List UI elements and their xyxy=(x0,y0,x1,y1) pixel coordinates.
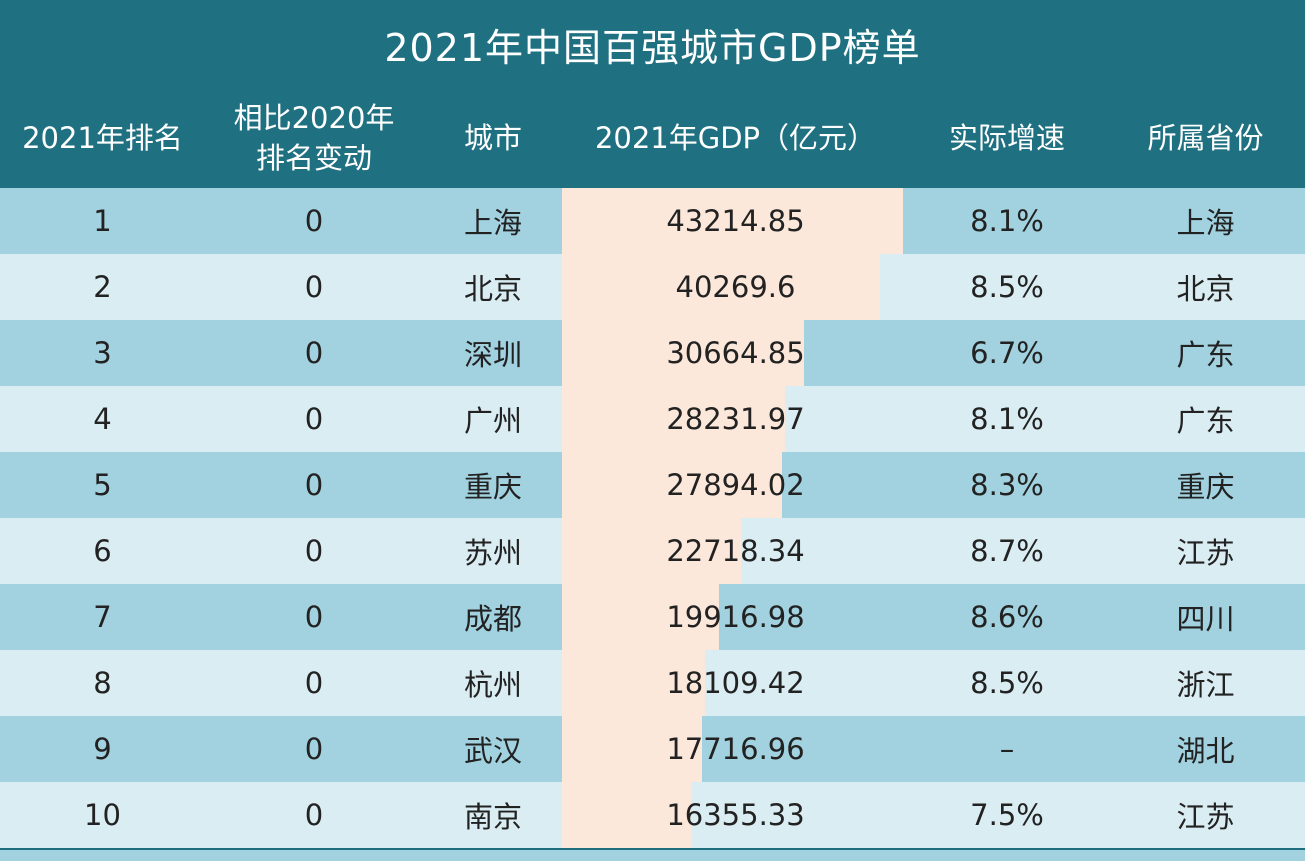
table-row: 1 0 上海 43214.85 8.1% 上海 xyxy=(0,188,1305,254)
cell-rank-change: 0 xyxy=(304,666,324,700)
cell-city: 武汉 xyxy=(463,734,522,768)
header-rank: 2021年排名 xyxy=(22,121,183,155)
header-gdp: 2021年GDP（亿元） xyxy=(594,121,877,155)
cell-gdp: 18109.42 xyxy=(666,666,805,700)
cell-rank: 8 xyxy=(93,666,112,700)
cell-city: 深圳 xyxy=(463,338,522,372)
cell-rank: 7 xyxy=(93,600,112,634)
table-row: 2 0 北京 40269.6 8.5% 北京 xyxy=(0,254,1305,320)
cell-gdp: 43214.85 xyxy=(666,204,805,238)
cell-city: 广州 xyxy=(463,404,522,438)
table-row: 6 0 苏州 22718.34 8.7% 江苏 xyxy=(0,518,1305,584)
cell-growth: 8.5% xyxy=(970,666,1044,700)
cell-rank: 10 xyxy=(84,798,121,832)
gdp-bar xyxy=(562,518,741,584)
header-growth: 实际增速 xyxy=(948,121,1065,155)
gdp-bar xyxy=(562,188,903,254)
cell-growth: 8.6% xyxy=(970,600,1044,634)
cell-rank: 2 xyxy=(93,270,112,304)
cell-growth: 6.7% xyxy=(970,336,1044,370)
cell-rank: 1 xyxy=(93,204,112,238)
cell-rank: 4 xyxy=(93,402,112,436)
cell-province: 重庆 xyxy=(1176,470,1235,504)
cell-gdp: 19916.98 xyxy=(666,600,805,634)
gdp-bar xyxy=(562,650,705,716)
cell-province: 广东 xyxy=(1176,404,1235,438)
cell-province: 浙江 xyxy=(1176,668,1235,702)
table-row: 4 0 广州 28231.97 8.1% 广东 xyxy=(0,386,1305,452)
cell-rank-change: 0 xyxy=(304,270,324,304)
cell-city: 南京 xyxy=(463,800,522,834)
cell-rank-change: 0 xyxy=(304,204,324,238)
cell-rank-change: 0 xyxy=(304,468,324,502)
cell-rank-change: 0 xyxy=(304,732,324,766)
cell-province: 江苏 xyxy=(1176,536,1235,570)
cell-gdp: 16355.33 xyxy=(666,798,805,832)
gdp-bar xyxy=(562,782,691,848)
cell-city: 苏州 xyxy=(463,536,522,570)
cell-province: 湖北 xyxy=(1176,734,1235,768)
cell-rank: 9 xyxy=(93,732,112,766)
cell-growth: 7.5% xyxy=(970,798,1044,832)
table-row: 7 0 成都 19916.98 8.6% 四川 xyxy=(0,584,1305,650)
cell-gdp: 40269.6 xyxy=(675,270,796,304)
table-row-partial xyxy=(0,850,1305,861)
cell-province: 广东 xyxy=(1176,338,1235,372)
cell-gdp: 17716.96 xyxy=(666,732,805,766)
header-province: 所属省份 xyxy=(1147,121,1264,155)
cell-province: 上海 xyxy=(1176,206,1235,240)
cell-growth: – xyxy=(999,732,1015,766)
cell-rank: 3 xyxy=(93,336,112,370)
table-row: 8 0 杭州 18109.42 8.5% 浙江 xyxy=(0,650,1305,716)
gdp-bar xyxy=(562,584,719,650)
table-row: 10 0 南京 16355.33 7.5% 江苏 xyxy=(0,782,1305,848)
table-header: 2021年排名 相比2020年 排名变动 城市 2021年GDP（亿元） 实际增… xyxy=(0,88,1305,188)
cell-city: 成都 xyxy=(463,602,522,636)
table-row: 9 0 武汉 17716.96 – 湖北 xyxy=(0,716,1305,782)
table-row: 5 0 重庆 27894.02 8.3% 重庆 xyxy=(0,452,1305,518)
cell-growth: 8.7% xyxy=(970,534,1044,568)
cell-gdp: 30664.85 xyxy=(666,336,805,370)
gdp-bar xyxy=(562,452,782,518)
cell-city: 杭州 xyxy=(463,668,522,702)
cell-province: 四川 xyxy=(1176,602,1235,636)
cell-province: 北京 xyxy=(1176,272,1235,306)
cell-gdp: 28231.97 xyxy=(666,402,805,436)
cell-growth: 8.1% xyxy=(970,402,1044,436)
gdp-bar xyxy=(562,254,880,320)
cell-growth: 8.5% xyxy=(970,270,1044,304)
cell-rank-change: 0 xyxy=(304,600,324,634)
table-row: 3 0 深圳 30664.85 6.7% 广东 xyxy=(0,320,1305,386)
cell-gdp: 27894.02 xyxy=(666,468,805,502)
cell-growth: 8.1% xyxy=(970,204,1044,238)
cell-city: 上海 xyxy=(463,206,522,240)
table-title: 2021年中国百强城市GDP榜单 xyxy=(0,0,1305,88)
cell-province: 江苏 xyxy=(1176,800,1235,834)
cell-rank-change: 0 xyxy=(304,534,324,568)
gdp-bar xyxy=(562,386,785,452)
gdp-bar xyxy=(562,320,804,386)
cell-rank: 5 xyxy=(93,468,112,502)
cell-gdp: 22718.34 xyxy=(666,534,805,568)
gdp-bar xyxy=(562,716,702,782)
cell-rank-change: 0 xyxy=(304,798,324,832)
cell-city: 北京 xyxy=(463,272,522,306)
cell-rank-change: 0 xyxy=(304,402,324,436)
cell-growth: 8.3% xyxy=(970,468,1044,502)
header-city: 城市 xyxy=(463,121,522,155)
header-rank-change: 相比2020年 排名变动 xyxy=(233,101,395,175)
cell-rank: 6 xyxy=(93,534,112,568)
cell-city: 重庆 xyxy=(463,470,522,504)
cell-rank-change: 0 xyxy=(304,336,324,370)
